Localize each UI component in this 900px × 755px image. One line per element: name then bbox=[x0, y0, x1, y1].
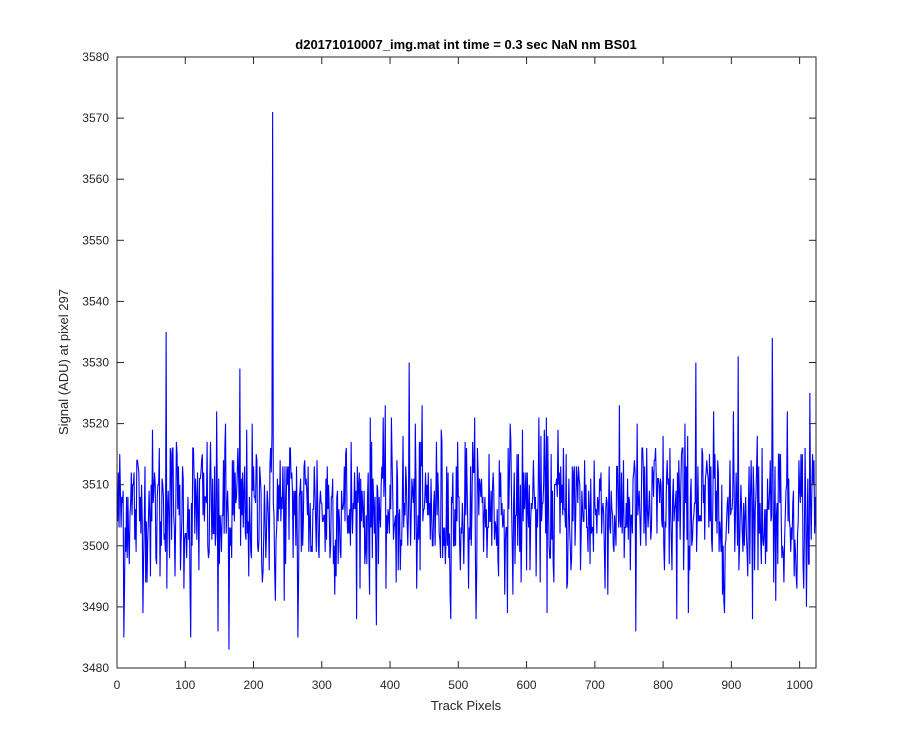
series-layer bbox=[117, 111, 817, 650]
x-tick-label: 700 bbox=[585, 678, 605, 692]
x-tick-label: 200 bbox=[244, 678, 264, 692]
x-axis-ticks: 0 100 200 300 400 500 600 700 800 900 1000 bbox=[114, 57, 813, 692]
plot-box bbox=[116, 56, 817, 669]
x-tick-label: 900 bbox=[721, 678, 741, 692]
y-tick-label: 3550 bbox=[82, 233, 109, 247]
x-tick-label: 0 bbox=[114, 678, 121, 692]
y-tick-label: 3490 bbox=[82, 600, 109, 614]
y-tick-label: 3520 bbox=[82, 417, 109, 431]
x-tick-label: 600 bbox=[517, 678, 537, 692]
y-tick-label: 3570 bbox=[82, 111, 109, 125]
y-tick-label: 3500 bbox=[82, 539, 109, 553]
series-line bbox=[117, 111, 817, 650]
x-axis-label: Track Pixels bbox=[431, 698, 502, 713]
x-tick-label: 100 bbox=[175, 678, 195, 692]
y-tick-label: 3530 bbox=[82, 356, 109, 370]
y-axis-label: Signal (ADU) at pixel 297 bbox=[56, 289, 71, 435]
y-tick-label: 3560 bbox=[82, 172, 109, 186]
y-tick-label: 3480 bbox=[82, 661, 109, 675]
y-tick-label: 3510 bbox=[82, 478, 109, 492]
x-tick-label: 500 bbox=[448, 678, 468, 692]
plot-area bbox=[117, 57, 816, 668]
x-tick-label: 800 bbox=[653, 678, 673, 692]
x-tick-label: 400 bbox=[380, 678, 400, 692]
y-tick-label: 3580 bbox=[82, 50, 109, 64]
x-tick-label: 300 bbox=[312, 678, 332, 692]
x-tick-label: 1000 bbox=[786, 678, 813, 692]
y-tick-label: 3540 bbox=[82, 294, 109, 308]
chart-title: d20171010007_img.mat int time = 0.3 sec … bbox=[295, 37, 636, 52]
y-axis-ticks: 3480 3490 3500 3510 3520 3530 3540 3550 3560 3570… bbox=[82, 50, 816, 675]
